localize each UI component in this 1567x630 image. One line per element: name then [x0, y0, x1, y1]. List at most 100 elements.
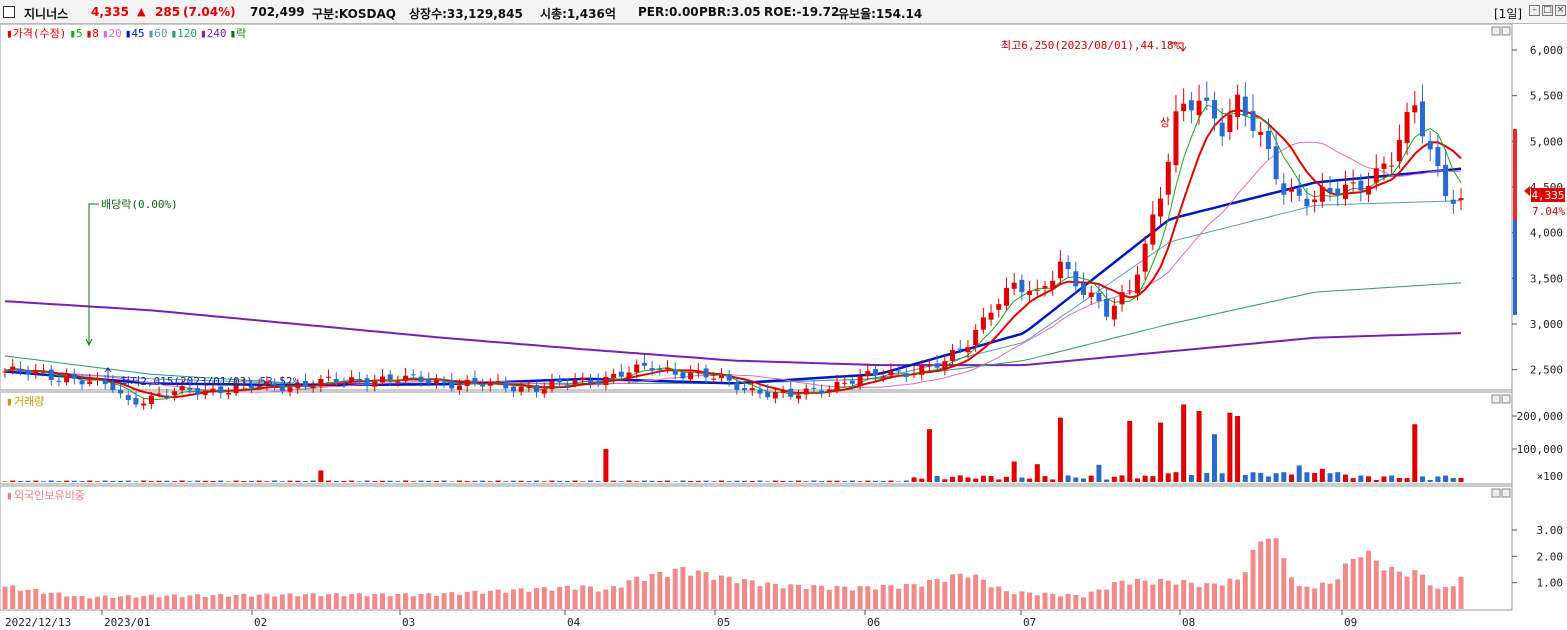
stock-chart[interactable]: ▮가격(수정) ▮5 ▮8 ▮20 ▮45 ▮60 ▮120 ▮240 ▮락 ▮ 거래량 ▮ 외…: [0, 24, 1567, 630]
foreign-ratio-bar: [1057, 596, 1063, 609]
foreign-ratio-bar: [1419, 574, 1425, 609]
close-icon[interactable]: ×: [1555, 5, 1566, 16]
foreign-ratio-bar: [310, 593, 316, 609]
foreign-ratio-bar: [795, 584, 801, 609]
candle-body: [557, 379, 563, 383]
candle-body: [672, 369, 678, 375]
candle-body: [418, 376, 424, 382]
foreign-ratio-bar: [780, 588, 786, 609]
foreign-ratio-bar: [71, 596, 77, 609]
candle-body: [865, 370, 871, 377]
foreign-ratio-bar: [595, 591, 601, 609]
foreign-ratio-bar: [641, 580, 647, 609]
candle-body: [133, 398, 139, 405]
volume-bar: [510, 480, 516, 482]
foreign-ratio-bar: [880, 585, 886, 609]
foreign-ratio-bar: [1196, 587, 1202, 609]
foreign-ratio-bar: [888, 585, 894, 609]
low-arrow-icon: [104, 367, 119, 381]
foreign-y-axis: 3.00 2.00 1.00: [1512, 524, 1563, 590]
foreign-ratio-bar: [1389, 566, 1395, 609]
foreign-ratio-bar: [1366, 550, 1372, 609]
volume-bar: [1127, 420, 1133, 482]
volume-bars: [2, 404, 1464, 482]
foreign-ratio-bar: [326, 594, 332, 609]
candle-body: [225, 392, 231, 395]
volume-bar: [580, 481, 586, 482]
candle-body: [1273, 146, 1279, 180]
candle-body: [379, 376, 385, 383]
minimize-icon[interactable]: –: [1529, 5, 1540, 16]
foreign-ratio-bar: [911, 584, 917, 609]
candle-body: [1050, 280, 1056, 290]
candle-body: [634, 364, 640, 373]
foreign-ratio-bar: [672, 568, 678, 609]
period-selector[interactable]: [1일]: [1494, 7, 1523, 21]
volume-bar: [395, 481, 401, 482]
foreign-ratio-bar: [1096, 589, 1102, 609]
foreign-ratio-bar: [757, 586, 763, 609]
candle-body: [1312, 199, 1318, 203]
foreign-ratio-bar: [10, 585, 16, 609]
candle-body: [310, 386, 316, 389]
candle-body: [880, 376, 886, 378]
volume-bar: [102, 480, 108, 482]
candle-body: [1443, 164, 1449, 197]
candle-body: [1281, 183, 1287, 195]
candle-body: [17, 368, 23, 372]
title-bar: 지니너스 4,335 ▲ 285 (7.04%) 702,499 구분:KOSD…: [0, 0, 1567, 24]
volume-bar: [441, 480, 447, 482]
foreign-ratio-bar: [1281, 558, 1287, 609]
candle-body: [734, 382, 740, 390]
volume-bar: [1050, 479, 1056, 482]
foreign-tick-label: 3.00: [1537, 524, 1564, 537]
volume-bar: [564, 480, 570, 482]
candle-body: [996, 304, 1002, 310]
volume-bar: [757, 480, 763, 482]
current-price-box: [1531, 188, 1565, 202]
volume-bar: [1042, 476, 1048, 482]
candle-body: [1319, 186, 1325, 202]
foreign-ratio-bar: [1181, 579, 1187, 609]
candle-body: [1258, 131, 1264, 135]
foreign-ratio-bar: [1219, 585, 1225, 609]
volume-bar: [79, 481, 85, 482]
candle-body: [849, 380, 855, 384]
price-tick-label: 2,500: [1530, 364, 1563, 377]
foreign-ratio-bar: [287, 593, 293, 609]
price-change: 285: [155, 5, 181, 19]
candle-body: [1188, 100, 1194, 111]
volume-bar: [148, 481, 154, 482]
select-checkbox[interactable]: [3, 6, 15, 18]
volume-bar: [426, 480, 432, 482]
limit-up-marker: 상: [1160, 116, 1170, 129]
volume-bar: [1165, 473, 1171, 482]
foreign-ratio-bar: [1289, 577, 1295, 609]
volume-unit-label: ×100: [1537, 470, 1564, 483]
candle-body: [326, 376, 332, 378]
x-tick-label: 08: [1182, 616, 1195, 629]
candle-body: [657, 369, 663, 371]
volume-bar: [457, 480, 463, 482]
volume-bar: [1450, 478, 1456, 482]
volume-bar: [233, 480, 239, 482]
volume-y-axis: 200,000 100,000 ×100: [1512, 410, 1563, 483]
candle-body: [1289, 188, 1295, 192]
volume-bar: [788, 480, 794, 482]
x-tick-label: 2023/01: [104, 616, 150, 629]
volume-bar: [526, 481, 532, 482]
foreign-ratio-bar: [1050, 593, 1056, 609]
volume-bar: [1396, 477, 1402, 482]
foreign-ratio-bar: [457, 594, 463, 609]
volume-bar: [503, 481, 509, 482]
candle-body: [79, 380, 85, 385]
volume-bar: [418, 480, 424, 482]
x-tick-label: 09: [1344, 616, 1357, 629]
panel-buttons[interactable]: [1491, 26, 1511, 498]
candle-body: [1265, 130, 1271, 150]
candle-body: [395, 381, 401, 383]
volume-bar: [888, 480, 894, 482]
restore-icon[interactable]: □: [1542, 5, 1553, 16]
foreign-ratio-bar: [1042, 592, 1048, 609]
foreign-ratio-bar: [549, 590, 555, 609]
